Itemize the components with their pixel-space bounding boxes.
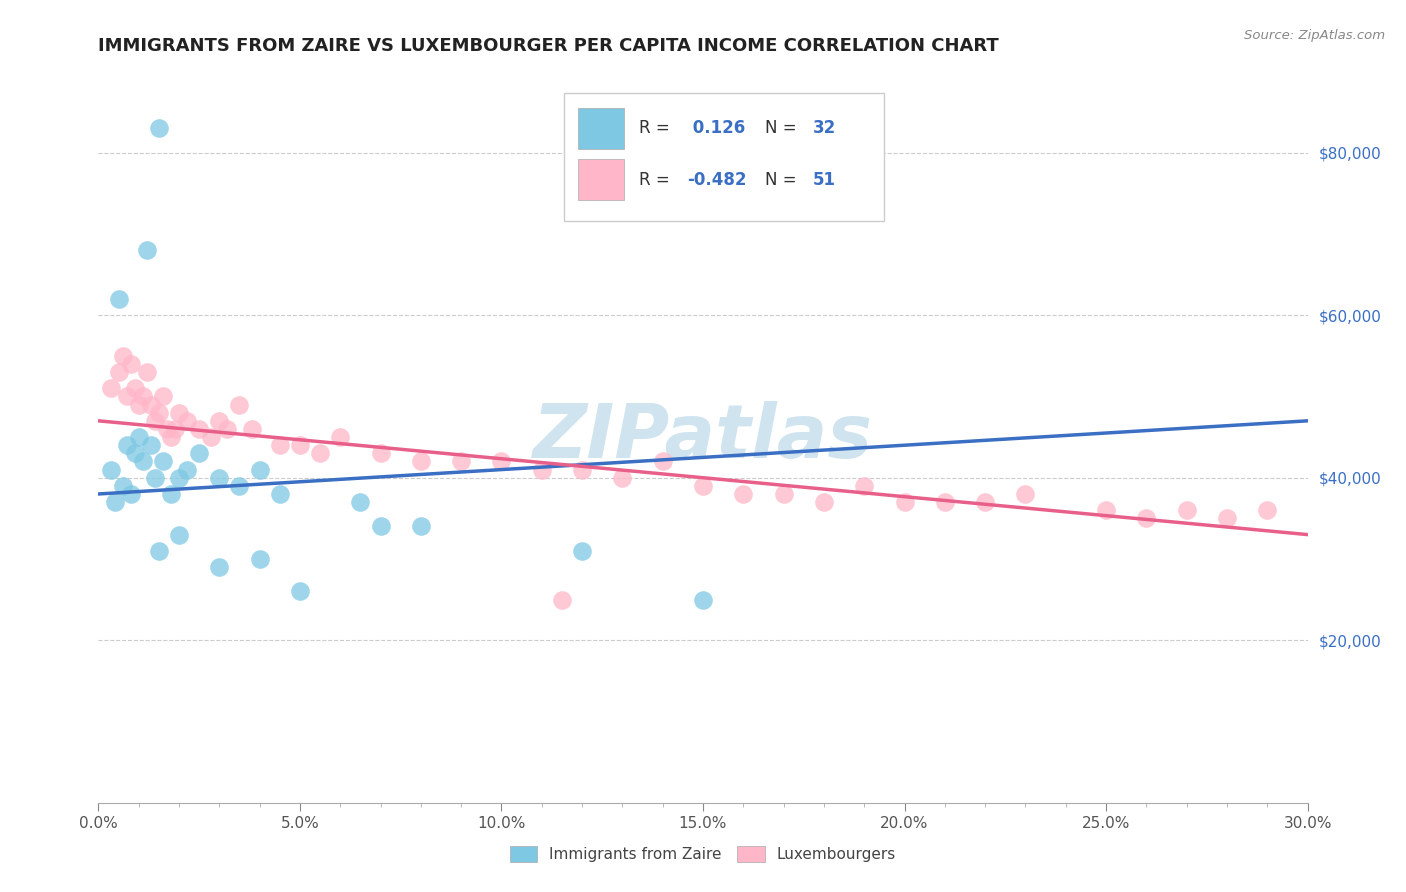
- Point: [1256, 503, 1278, 517]
- Point: [692, 592, 714, 607]
- Point: [135, 243, 157, 257]
- Point: [551, 592, 574, 607]
- Point: [288, 584, 311, 599]
- Point: [156, 422, 179, 436]
- Point: [167, 406, 190, 420]
- Point: [148, 406, 170, 420]
- Point: [208, 414, 231, 428]
- Text: IMMIGRANTS FROM ZAIRE VS LUXEMBOURGER PER CAPITA INCOME CORRELATION CHART: IMMIGRANTS FROM ZAIRE VS LUXEMBOURGER PE…: [98, 37, 1000, 54]
- Point: [228, 479, 250, 493]
- Bar: [578, 160, 624, 200]
- Point: [100, 381, 122, 395]
- Point: [240, 422, 263, 436]
- Point: [160, 430, 183, 444]
- Point: [571, 462, 593, 476]
- Point: [217, 422, 239, 436]
- Point: [409, 519, 432, 533]
- Text: R =: R =: [638, 120, 675, 137]
- Point: [163, 422, 186, 436]
- Text: Source: ZipAtlas.com: Source: ZipAtlas.com: [1244, 29, 1385, 42]
- Point: [974, 495, 997, 509]
- Point: [853, 479, 876, 493]
- Point: [813, 495, 835, 509]
- Point: [571, 544, 593, 558]
- Legend: Immigrants from Zaire, Luxembourgers: Immigrants from Zaire, Luxembourgers: [503, 840, 903, 868]
- Point: [176, 414, 198, 428]
- Point: [228, 398, 250, 412]
- Text: 0.126: 0.126: [688, 120, 745, 137]
- Point: [329, 430, 352, 444]
- Text: ZIPatlas: ZIPatlas: [533, 401, 873, 474]
- Point: [107, 365, 129, 379]
- Point: [143, 471, 166, 485]
- Point: [200, 430, 222, 444]
- Point: [132, 454, 155, 468]
- Text: 51: 51: [813, 170, 837, 188]
- Point: [148, 544, 170, 558]
- Point: [124, 381, 146, 395]
- Point: [152, 389, 174, 403]
- Point: [530, 462, 553, 476]
- Point: [1216, 511, 1239, 525]
- Point: [188, 422, 211, 436]
- Point: [269, 487, 291, 501]
- Point: [370, 446, 392, 460]
- Point: [249, 552, 271, 566]
- Point: [139, 438, 162, 452]
- Point: [249, 462, 271, 476]
- Point: [349, 495, 371, 509]
- Point: [128, 398, 150, 412]
- Point: [934, 495, 956, 509]
- Point: [143, 414, 166, 428]
- Point: [115, 438, 138, 452]
- Point: [491, 454, 513, 468]
- Point: [132, 389, 155, 403]
- Point: [733, 487, 755, 501]
- Text: -0.482: -0.482: [688, 170, 747, 188]
- Point: [148, 121, 170, 136]
- Text: 32: 32: [813, 120, 837, 137]
- Point: [120, 487, 142, 501]
- Point: [128, 430, 150, 444]
- Point: [120, 357, 142, 371]
- Point: [139, 398, 162, 412]
- Point: [208, 471, 231, 485]
- Point: [893, 495, 915, 509]
- Point: [692, 479, 714, 493]
- Point: [370, 519, 392, 533]
- Point: [188, 446, 211, 460]
- Point: [160, 487, 183, 501]
- FancyBboxPatch shape: [564, 94, 884, 221]
- Point: [612, 471, 634, 485]
- Point: [269, 438, 291, 452]
- Point: [450, 454, 472, 468]
- Point: [1135, 511, 1157, 525]
- Point: [1175, 503, 1198, 517]
- Point: [1095, 503, 1118, 517]
- Text: N =: N =: [765, 120, 801, 137]
- Text: N =: N =: [765, 170, 801, 188]
- Point: [309, 446, 332, 460]
- Point: [111, 349, 134, 363]
- Point: [409, 454, 432, 468]
- Point: [1014, 487, 1036, 501]
- Point: [100, 462, 122, 476]
- Point: [111, 479, 134, 493]
- Point: [124, 446, 146, 460]
- Point: [208, 560, 231, 574]
- Point: [152, 454, 174, 468]
- Point: [107, 292, 129, 306]
- Point: [772, 487, 794, 501]
- Point: [167, 471, 190, 485]
- Bar: [578, 108, 624, 149]
- Point: [115, 389, 138, 403]
- Point: [167, 527, 190, 541]
- Point: [135, 365, 157, 379]
- Text: R =: R =: [638, 170, 675, 188]
- Point: [103, 495, 125, 509]
- Point: [288, 438, 311, 452]
- Point: [176, 462, 198, 476]
- Point: [651, 454, 673, 468]
